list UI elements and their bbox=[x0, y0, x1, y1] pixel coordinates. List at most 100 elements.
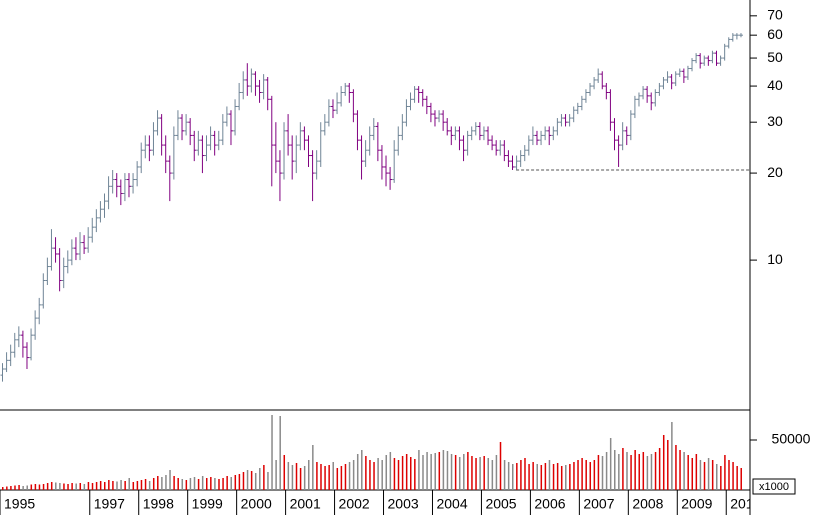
volume-bar bbox=[332, 462, 334, 490]
volume-bar bbox=[634, 450, 636, 490]
volume-bar bbox=[450, 454, 453, 490]
volume-bar bbox=[210, 477, 212, 490]
volume-bar bbox=[614, 450, 616, 490]
date-labels: 1995 1997 1998 1999 2000 2001 2002 2003 2004 2005… bbox=[0, 490, 750, 515]
volume-bar bbox=[140, 480, 143, 490]
x-tick-label: 2005 bbox=[485, 496, 516, 512]
volume-bar bbox=[646, 456, 649, 490]
volume-bar bbox=[458, 457, 461, 490]
unit-box bbox=[752, 478, 796, 495]
volume-bar bbox=[467, 452, 469, 490]
volume-bar bbox=[601, 456, 604, 490]
volume-bar bbox=[34, 484, 37, 490]
volume-bar bbox=[732, 462, 734, 490]
volume-bar bbox=[426, 452, 428, 490]
volume-bar bbox=[303, 466, 306, 490]
volume-bar bbox=[703, 462, 706, 490]
volume-bar bbox=[540, 465, 543, 490]
volume-bar bbox=[340, 466, 343, 490]
volume-bar bbox=[226, 476, 228, 490]
volume-bar bbox=[291, 465, 294, 490]
volume-bar bbox=[507, 462, 510, 490]
volume-bar bbox=[585, 460, 587, 490]
volume-bar bbox=[491, 460, 494, 490]
y-tick-label: 70 bbox=[767, 7, 783, 23]
volume-bar bbox=[148, 481, 151, 490]
volume-bar bbox=[675, 445, 677, 490]
volume-bar bbox=[328, 465, 330, 490]
volume-tick-label: 50000 bbox=[772, 431, 811, 447]
volume-bar bbox=[267, 472, 269, 490]
volume-bar bbox=[344, 464, 347, 490]
volume-bar bbox=[201, 476, 204, 490]
volume-bar bbox=[695, 454, 698, 490]
x-tick-label: 2002 bbox=[339, 496, 370, 512]
volume-bar bbox=[83, 484, 86, 490]
volume-bar bbox=[79, 483, 82, 490]
volume-bar bbox=[687, 455, 689, 490]
volume-bar bbox=[532, 462, 534, 490]
x-tick-label: 2008 bbox=[632, 496, 663, 512]
volume-bar bbox=[242, 472, 245, 490]
x-tick-label: 1999 bbox=[192, 496, 223, 512]
volume-bar bbox=[724, 455, 726, 490]
volume-bar bbox=[369, 460, 371, 490]
volume-bar bbox=[2, 487, 4, 490]
volume-bar bbox=[691, 458, 694, 490]
volume-bar bbox=[544, 463, 547, 490]
volume-bar bbox=[222, 478, 224, 490]
volume-bar bbox=[569, 464, 571, 490]
volume-bar bbox=[287, 462, 290, 490]
volume-bar bbox=[185, 480, 188, 490]
volume-bar bbox=[124, 481, 126, 490]
volume-bar bbox=[197, 479, 200, 490]
volume-bar bbox=[348, 462, 351, 490]
volume-bar bbox=[165, 475, 167, 490]
volume-bar bbox=[516, 463, 518, 490]
volume-bar bbox=[565, 465, 567, 490]
volume-bar bbox=[320, 464, 322, 490]
volume-bar bbox=[193, 477, 196, 490]
volume-bar bbox=[116, 481, 118, 490]
volume-bar bbox=[136, 481, 139, 490]
x-tick-label: 2009 bbox=[681, 496, 712, 512]
volume-bar bbox=[475, 458, 477, 490]
volume-bar bbox=[316, 462, 318, 490]
volume-bar bbox=[658, 448, 661, 490]
y-tick-label: 10 bbox=[767, 251, 783, 267]
volume-bar bbox=[144, 479, 147, 490]
x-tick-label: 2000 bbox=[241, 496, 272, 512]
volume-bar bbox=[573, 462, 575, 490]
volume-bar bbox=[385, 455, 388, 490]
volume-bar bbox=[707, 458, 710, 490]
y-tick-label: 40 bbox=[767, 77, 783, 93]
volume-bar bbox=[438, 452, 441, 490]
volume-bar bbox=[214, 478, 216, 490]
volume-bar bbox=[46, 483, 49, 490]
volume-bar bbox=[112, 481, 114, 490]
volume-bar bbox=[55, 482, 57, 490]
volume-bar bbox=[259, 468, 261, 490]
volume-bar bbox=[414, 459, 416, 490]
volume-bar bbox=[271, 415, 273, 490]
volume-bar bbox=[430, 454, 432, 490]
volume-bar bbox=[63, 483, 65, 490]
volume-bar bbox=[536, 464, 538, 490]
volume-bar bbox=[263, 465, 265, 490]
y-tick-label: 20 bbox=[767, 164, 783, 180]
volume-bar bbox=[418, 450, 420, 490]
volume-bar bbox=[206, 478, 208, 490]
volume-bar bbox=[381, 460, 383, 490]
volume-bar bbox=[524, 458, 526, 490]
volume-bar bbox=[512, 464, 514, 490]
volume-bar bbox=[671, 422, 673, 490]
volume-bar bbox=[99, 481, 102, 490]
volume-bar bbox=[389, 452, 392, 490]
volume-bar bbox=[275, 460, 277, 490]
volume-bar bbox=[618, 454, 620, 490]
volume-bar bbox=[128, 478, 130, 490]
volume-bar bbox=[177, 478, 179, 490]
x-tick-label: 2001 bbox=[290, 496, 321, 512]
